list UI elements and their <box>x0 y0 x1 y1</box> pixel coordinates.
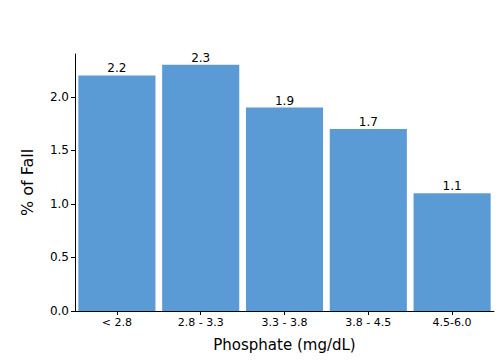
svg-text:1.5: 1.5 <box>50 143 69 157</box>
svg-text:1.9: 1.9 <box>275 94 294 108</box>
svg-text:0.0: 0.0 <box>50 304 69 318</box>
svg-text:3.3 - 3.8: 3.3 - 3.8 <box>262 316 308 329</box>
svg-text:< 2.8: < 2.8 <box>102 316 132 329</box>
svg-text:1.7: 1.7 <box>359 115 378 129</box>
svg-text:2.2: 2.2 <box>107 61 126 75</box>
svg-text:0.5: 0.5 <box>50 250 69 264</box>
svg-text:2.3: 2.3 <box>191 51 210 65</box>
svg-text:2.8 - 3.3: 2.8 - 3.3 <box>178 316 224 329</box>
svg-text:1.1: 1.1 <box>443 179 462 193</box>
svg-text:2.0: 2.0 <box>50 90 69 104</box>
svg-text:4.5-6.0: 4.5-6.0 <box>433 316 472 329</box>
svg-text:1.0: 1.0 <box>50 197 69 211</box>
svg-text:% of Fall: % of Fall <box>18 149 37 216</box>
svg-text:Phosphate (mg/dL): Phosphate (mg/dL) <box>213 336 355 354</box>
svg-text:3.8 - 4.5: 3.8 - 4.5 <box>345 316 391 329</box>
